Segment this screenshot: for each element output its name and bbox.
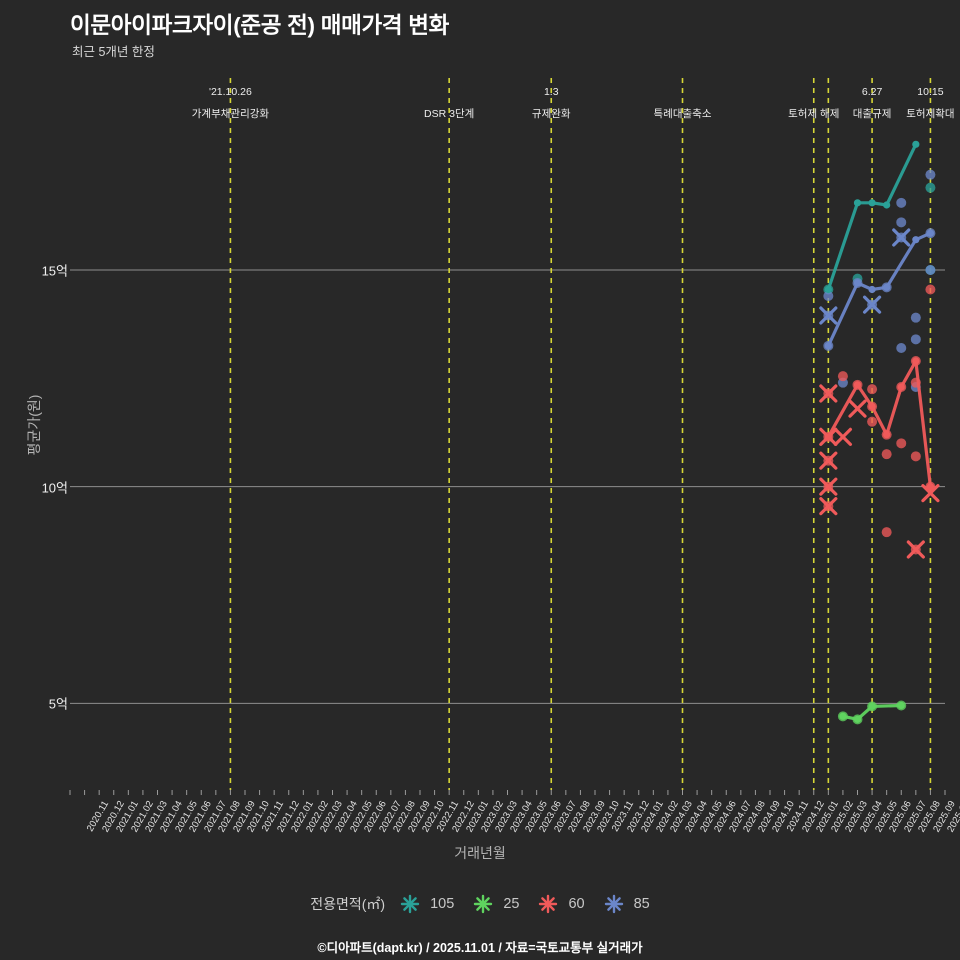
series-marker [868,702,876,710]
series-marker [853,715,862,723]
scatter-point [823,291,834,301]
scatter-point [867,416,878,427]
scatter-point [925,182,936,193]
series-marker [897,383,905,391]
series-marker [824,285,832,294]
series-marker [897,701,905,710]
legend-label: 60 [568,896,585,912]
y-tick-label: 5억 [48,696,68,712]
legend-marker-icon [474,894,493,914]
legend-item-25[interactable]: 25 [472,893,519,915]
scatter-point [896,197,907,208]
series-marker [912,357,920,365]
scatter-point [837,371,848,382]
legend-marker-icon [539,894,558,914]
x-marker [819,384,838,403]
vline-event-label: 토허제 해제 [788,108,840,120]
scatter-point [867,384,878,395]
footer-credit: ©디아파트(dapt.kr) / 2025.11.01 / 자료=국토교통부 실… [317,941,643,955]
scatter-point [925,169,936,180]
vline-event-label: 토허제확대 [906,108,955,120]
y-tick-label: 10억 [41,480,68,496]
page-title: 이문아이파크자이(준공 전) 매매가격 변화 [70,13,450,38]
series-marker [926,229,935,237]
legend: 전용면적(㎡) 105 25 60 85 [0,893,960,915]
legend-item-85[interactable]: 85 [603,893,650,915]
legend-marker-icon [400,894,420,914]
scatter-point [881,527,892,538]
x-marker [819,477,838,496]
scatter-point [910,312,921,323]
vline-event-label: 특례대출축소 [653,108,712,120]
scatter-point [896,438,907,449]
x-marker [862,295,882,314]
scatter-point [896,343,907,353]
vline-date-label: 10.15 [917,86,944,98]
vline-event-label: 가계부채관리강화 [191,108,270,120]
series-marker [883,431,891,439]
series-marker [868,285,876,294]
legend-title: 전용면적(㎡) [310,896,386,912]
y-axis-label: 평균가(원) [26,394,42,456]
series-marker [926,483,935,491]
x-marker [819,497,838,516]
x-marker [833,427,853,446]
x-marker [848,399,867,418]
series-marker [853,381,862,389]
x-marker [921,484,940,503]
vline-event-label: DSR 3단계 [424,108,475,120]
x-marker [819,451,838,470]
x-marker [819,306,838,325]
scatter-point [910,451,921,462]
series-marker [883,283,891,291]
x-axis-label: 거래년월 [454,845,506,861]
legend-label: 105 [430,896,455,912]
vline-date-label: '21.10.26 [208,86,252,98]
x-marker [906,540,925,559]
series-line-25 [841,703,903,721]
vline-event-label: 대출규제 [852,108,892,120]
series-line-85 [826,231,933,348]
x-marker [819,427,838,446]
scatter-point [910,334,921,345]
legend-label: 85 [633,896,650,912]
series-marker [912,140,920,148]
legend-item-105[interactable]: 105 [399,893,454,915]
series-line-105 [826,142,918,292]
legend-marker-icon [604,894,623,914]
series-marker [868,402,876,411]
vline-event-label: 규제완화 [531,108,571,120]
series-marker [883,201,891,209]
y-tick-label: 15억 [41,263,68,279]
page-subtitle: 최근 5개년 한정 [72,45,155,59]
scatter-point [896,217,907,228]
scatter-point [881,449,892,460]
series-marker [853,279,862,287]
series-marker [839,712,847,720]
legend-label: 25 [503,896,520,912]
x-marker [892,228,911,247]
vline-date-label: 6.27 [861,86,883,98]
series-marker [868,199,876,207]
scatter-point [925,284,936,295]
scatter-point [925,265,936,275]
series-marker [912,236,920,244]
vline-date-label: 1.3 [543,86,559,98]
series-marker [853,199,862,207]
series-marker [824,342,832,350]
legend-item-60[interactable]: 60 [537,893,585,915]
